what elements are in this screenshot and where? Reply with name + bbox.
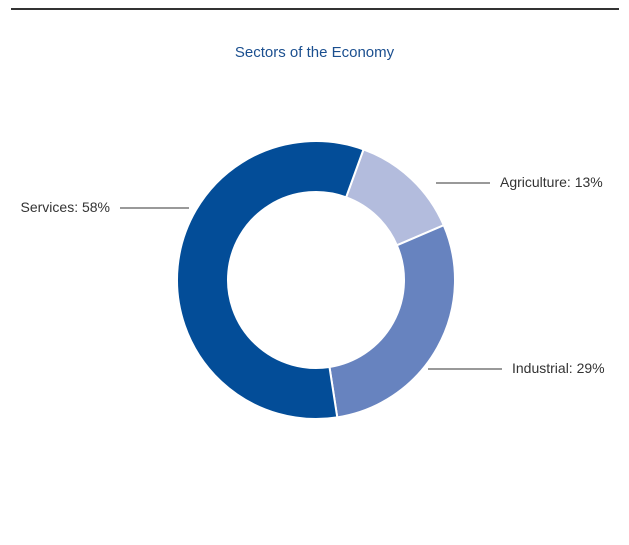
chart-title: Sectors of the Economy [234,44,395,61]
donut-slices [176,140,456,420]
slice-services [176,140,365,420]
slice-labels: Agriculture: 13% Industrial: 29% Services:… [21,174,605,376]
top-divider [11,8,619,10]
slice-label-agriculture: Agriculture: 13% [500,174,603,190]
slice-industrial [328,223,456,419]
slice-label-services: Services: 58% [21,199,110,215]
slice-label-industrial: Industrial: 29% [512,360,605,376]
leader-lines [120,182,502,370]
